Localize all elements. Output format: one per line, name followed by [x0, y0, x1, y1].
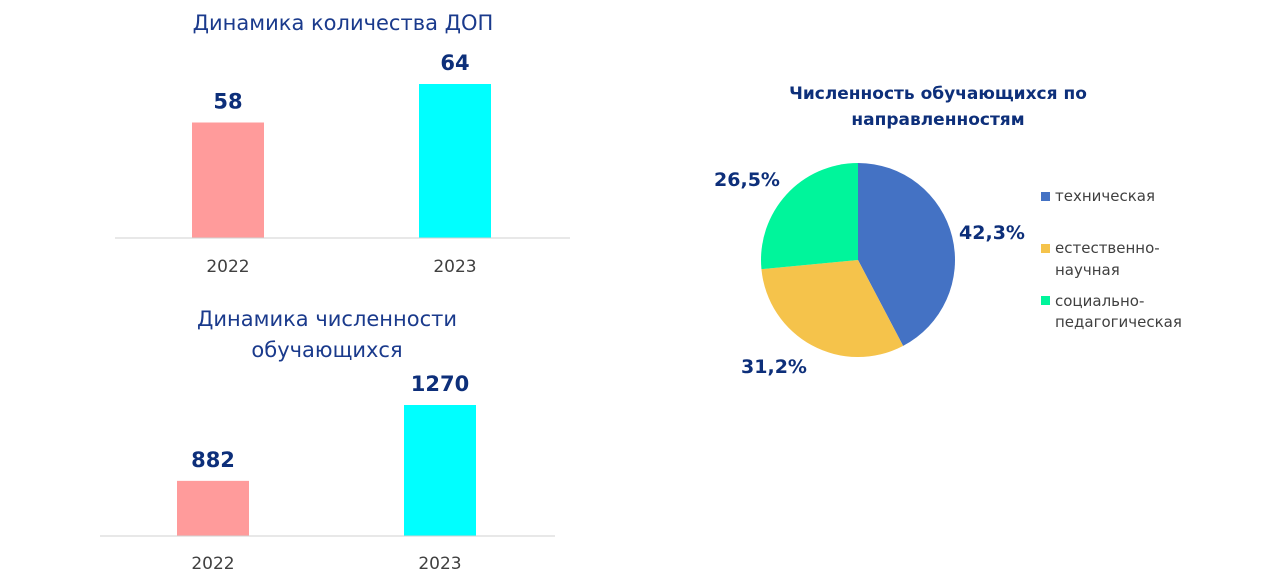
- legend-label-1-line1: естественно-: [1055, 239, 1160, 257]
- bar1-tick-label-2022: 2022: [206, 257, 249, 277]
- legend-label-2-line1: социально-: [1055, 292, 1144, 310]
- legend-label-0-line1: техническая: [1055, 187, 1155, 205]
- legend-swatch-0: [1041, 192, 1050, 201]
- bar2-data-label-2022: 882: [191, 448, 235, 472]
- bar2-bar-2022: [177, 480, 249, 536]
- pie-title-line2: направленностям: [851, 110, 1024, 130]
- pie-value-label-1: 31,2%: [741, 356, 807, 378]
- pie-title-line1: Численность обучающихся по: [789, 84, 1087, 104]
- bar1-data-label-2022: 58: [213, 90, 242, 114]
- bar1-tick-label-2023: 2023: [433, 257, 476, 277]
- bar2-title-line1: Динамика численности: [197, 307, 457, 331]
- pie-slice-2: [761, 163, 858, 270]
- pie-slice-1: [761, 260, 904, 357]
- bar1-title: Динамика количества ДОП: [193, 11, 494, 35]
- bar2-tick-label-2022: 2022: [191, 554, 234, 574]
- bar2-bar-2023: [404, 405, 476, 536]
- legend-label-2-line2: педагогическая: [1055, 313, 1182, 331]
- bar1-data-label-2023: 64: [440, 51, 469, 75]
- bar2-title-line2: обучающихся: [251, 338, 402, 362]
- bar1-bar-2022: [192, 122, 264, 238]
- bar2-tick-label-2023: 2023: [418, 554, 461, 574]
- legend-swatch-2: [1041, 296, 1050, 305]
- bar2-data-label-2023: 1270: [411, 372, 469, 396]
- legend-label-1-line2: научная: [1055, 261, 1120, 279]
- pie-slice-0: [858, 163, 955, 346]
- bar1-bar-2023: [419, 84, 491, 238]
- pie-value-label-0: 42,3%: [959, 222, 1025, 244]
- legend-swatch-1: [1041, 244, 1050, 253]
- pie-value-label-2: 26,5%: [714, 169, 780, 191]
